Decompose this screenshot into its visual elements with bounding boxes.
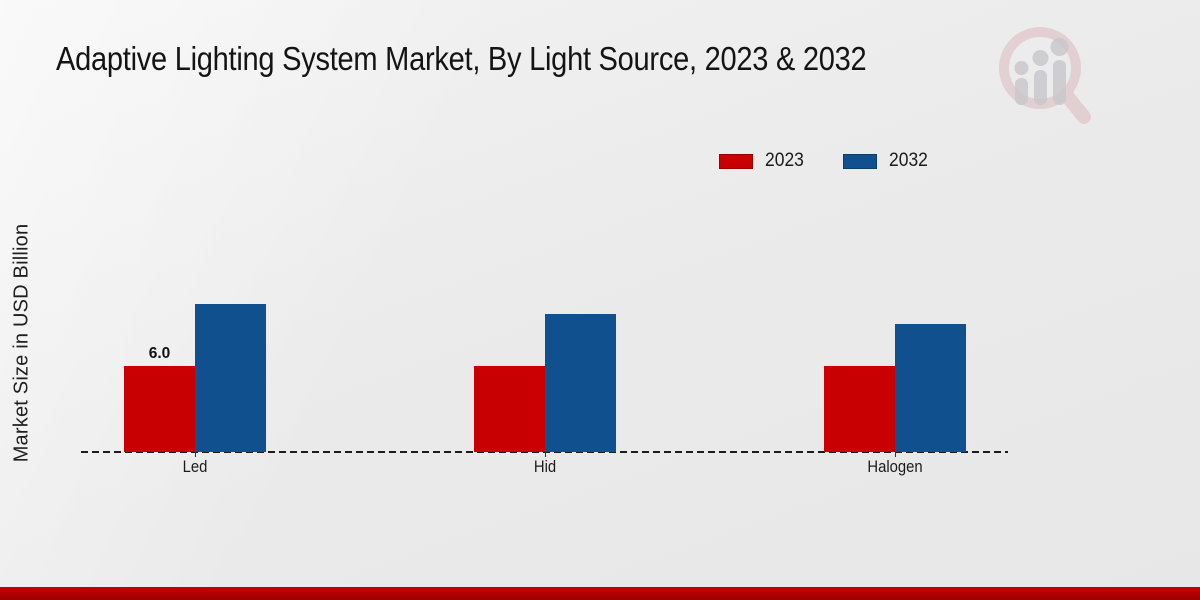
legend-swatch-2023 [719,153,753,169]
bar-2032-led [195,304,266,452]
chart-title: Adaptive Lighting System Market, By Ligh… [56,40,867,77]
legend-label-2032: 2032 [889,150,929,171]
legend-swatch-2032 [843,153,878,169]
category-label-hid: Hid [533,458,557,476]
bar-2032-halogen [895,324,966,452]
x-axis-tick-halogen [895,452,896,457]
bar-2023-led [124,366,195,452]
bar-value-label-2023-led: 6.0 [148,345,171,362]
category-label-led: Led [182,458,208,476]
legend-item-2032: 2032 [843,150,931,172]
legend-label-2023: 2023 [765,150,804,171]
x-axis-tick-led [195,452,196,457]
legend: 2023 2032 [719,150,932,172]
bar-2023-hid [474,366,545,452]
legend-item-2023: 2023 [719,150,807,172]
x-axis-tick-hid [545,452,546,457]
category-label-halogen: Halogen [867,458,923,476]
bar-2023-halogen [824,366,895,452]
bar-2032-hid [545,314,616,452]
footer-accent-band [0,587,1200,600]
magnifier-bar-chart-logo [999,27,1091,124]
x-axis-baseline [81,451,1008,453]
